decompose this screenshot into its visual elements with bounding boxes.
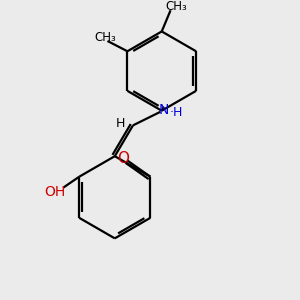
Text: ·H: ·H — [169, 106, 183, 119]
Text: H: H — [116, 116, 125, 130]
Text: OH: OH — [44, 185, 65, 199]
Text: O: O — [117, 151, 129, 166]
Text: N: N — [159, 103, 169, 117]
Text: CH₃: CH₃ — [165, 0, 187, 13]
Text: CH₃: CH₃ — [94, 31, 116, 44]
